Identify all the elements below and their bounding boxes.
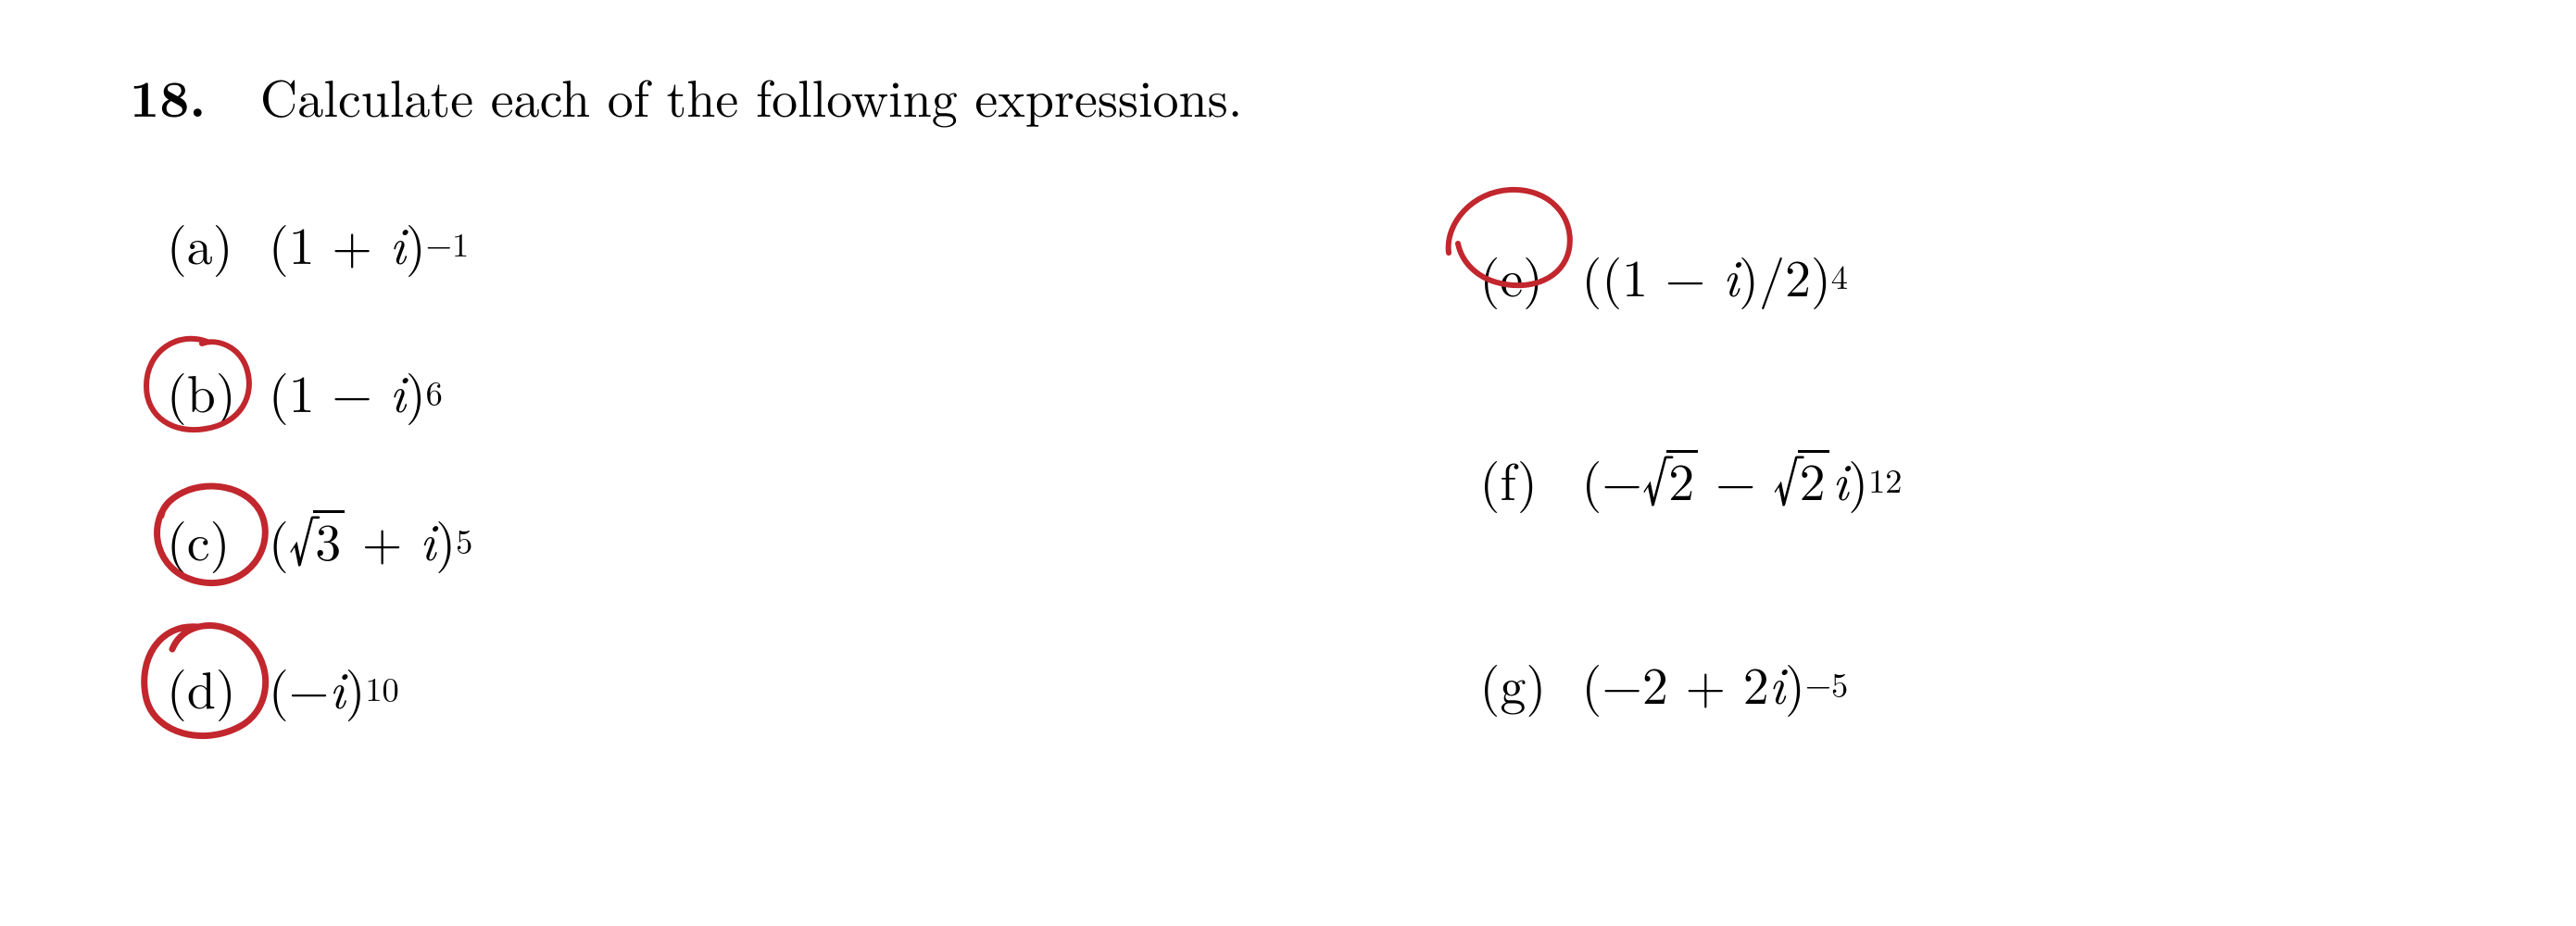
item-c-label: (c) (167, 508, 269, 570)
item-g-expression: (−2 + 2i)−5 (1582, 652, 1849, 714)
right-column: (e) ((1 − i)/2)4 (f) (−√2 − √2 i)12 (g) … (1443, 192, 2567, 803)
item-b-label: (b) (167, 360, 269, 422)
page: 18. Calculate each of the following expr… (0, 0, 2576, 926)
item-a-base: (1 + i) (269, 212, 426, 274)
item-a-label: (a) (167, 212, 269, 274)
item-f: (f) (−√2 − √2 i)12 (1480, 395, 2567, 562)
item-g: (g) (−2 + 2i)−5 (1480, 599, 2567, 766)
item-b: (b) (1 − i)6 (167, 340, 1443, 442)
item-a: (a) (1 + i)−1 (167, 192, 1443, 294)
problem-heading: 18. Calculate each of the following expr… (130, 65, 2493, 127)
item-e: (e) ((1 − i)/2)4 (1480, 192, 2567, 358)
item-f-label: (f) (1480, 448, 1582, 510)
item-d-label: (d) (167, 657, 269, 719)
item-c-base: (√3 + i) (269, 508, 456, 570)
item-b-expression: (1 − i)6 (269, 360, 443, 422)
item-f-base: (−√2 − √2 i) (1582, 448, 1869, 510)
item-b-base: (1 − i) (269, 360, 426, 422)
item-a-expression: (1 + i)−1 (269, 212, 469, 274)
item-g-label: (g) (1480, 652, 1582, 714)
item-c-expression: (√3 + i)5 (269, 508, 472, 570)
item-e-expression: ((1 − i)/2)4 (1582, 244, 1848, 307)
item-g-base: (−2 + 2i) (1582, 652, 1805, 714)
item-d-base: (−i) (269, 657, 365, 719)
item-e-label: (e) (1480, 244, 1582, 307)
problem-prompt: Calculate each of the following expressi… (260, 59, 1242, 132)
item-columns: (a) (1 + i)−1 (b) (1 − i)6 (c) (√3 + i)5 (130, 192, 2493, 803)
item-f-expression: (−√2 − √2 i)12 (1582, 448, 1903, 510)
item-e-base: ((1 − i)/2) (1582, 244, 1831, 307)
item-c: (c) (√3 + i)5 (167, 488, 1443, 590)
left-column: (a) (1 + i)−1 (b) (1 − i)6 (c) (√3 + i)5 (130, 192, 1443, 803)
item-d-expression: (−i)10 (269, 657, 399, 719)
problem-number: 18. (130, 58, 206, 132)
item-d: (d) (−i)10 (167, 636, 1443, 738)
